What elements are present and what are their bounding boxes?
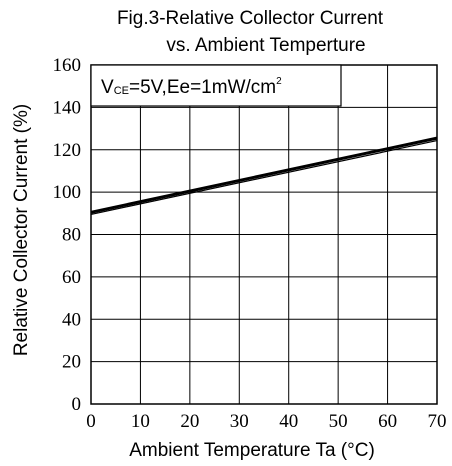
series-line-1 bbox=[90, 136, 438, 214]
condition-sup: 2 bbox=[276, 76, 282, 87]
x-tick-labels: 0 10 20 30 40 50 60 70 bbox=[86, 411, 446, 432]
chart-title-line1: Fig.3-Relative Collector Current bbox=[117, 8, 384, 29]
condition-rest: =5V,Ee=1mW/cm bbox=[129, 77, 276, 98]
chart-title-line2: vs. Ambient Temperture bbox=[166, 35, 365, 56]
x-tick-label: 10 bbox=[131, 411, 150, 432]
y-axis-label: Relative Collector Current (%) bbox=[11, 104, 32, 356]
grid bbox=[91, 65, 437, 404]
x-tick-label: 40 bbox=[279, 411, 298, 432]
y-tick-label: 40 bbox=[62, 309, 81, 330]
x-tick-label: 60 bbox=[378, 411, 397, 432]
x-tick-label: 0 bbox=[86, 411, 96, 432]
condition-label: VCE=5V,Ee=1mW/cm2 bbox=[101, 76, 282, 98]
y-tick-label: 100 bbox=[53, 182, 82, 203]
series-lines bbox=[90, 136, 438, 215]
condition-v-sub: CE bbox=[114, 85, 129, 97]
condition-box bbox=[90, 64, 342, 107]
condition-v: V bbox=[101, 77, 114, 98]
x-tick-label: 70 bbox=[428, 411, 447, 432]
x-tick-label: 50 bbox=[329, 411, 348, 432]
y-tick-labels: 0 20 40 60 80 100 120 140 160 bbox=[53, 55, 82, 415]
x-tick-label: 30 bbox=[230, 411, 249, 432]
y-tick-label: 60 bbox=[62, 267, 81, 288]
y-tick-label: 0 bbox=[72, 394, 82, 415]
y-tick-label: 160 bbox=[53, 55, 82, 76]
x-tick-label: 20 bbox=[180, 411, 199, 432]
series-line-2 bbox=[90, 140, 438, 215]
y-tick-label: 80 bbox=[62, 225, 81, 246]
y-tick-label: 140 bbox=[53, 97, 82, 118]
y-tick-label: 20 bbox=[62, 352, 81, 373]
x-axis-label: Ambient Temperature Ta (°C) bbox=[129, 440, 375, 461]
y-tick-label: 120 bbox=[53, 140, 82, 161]
